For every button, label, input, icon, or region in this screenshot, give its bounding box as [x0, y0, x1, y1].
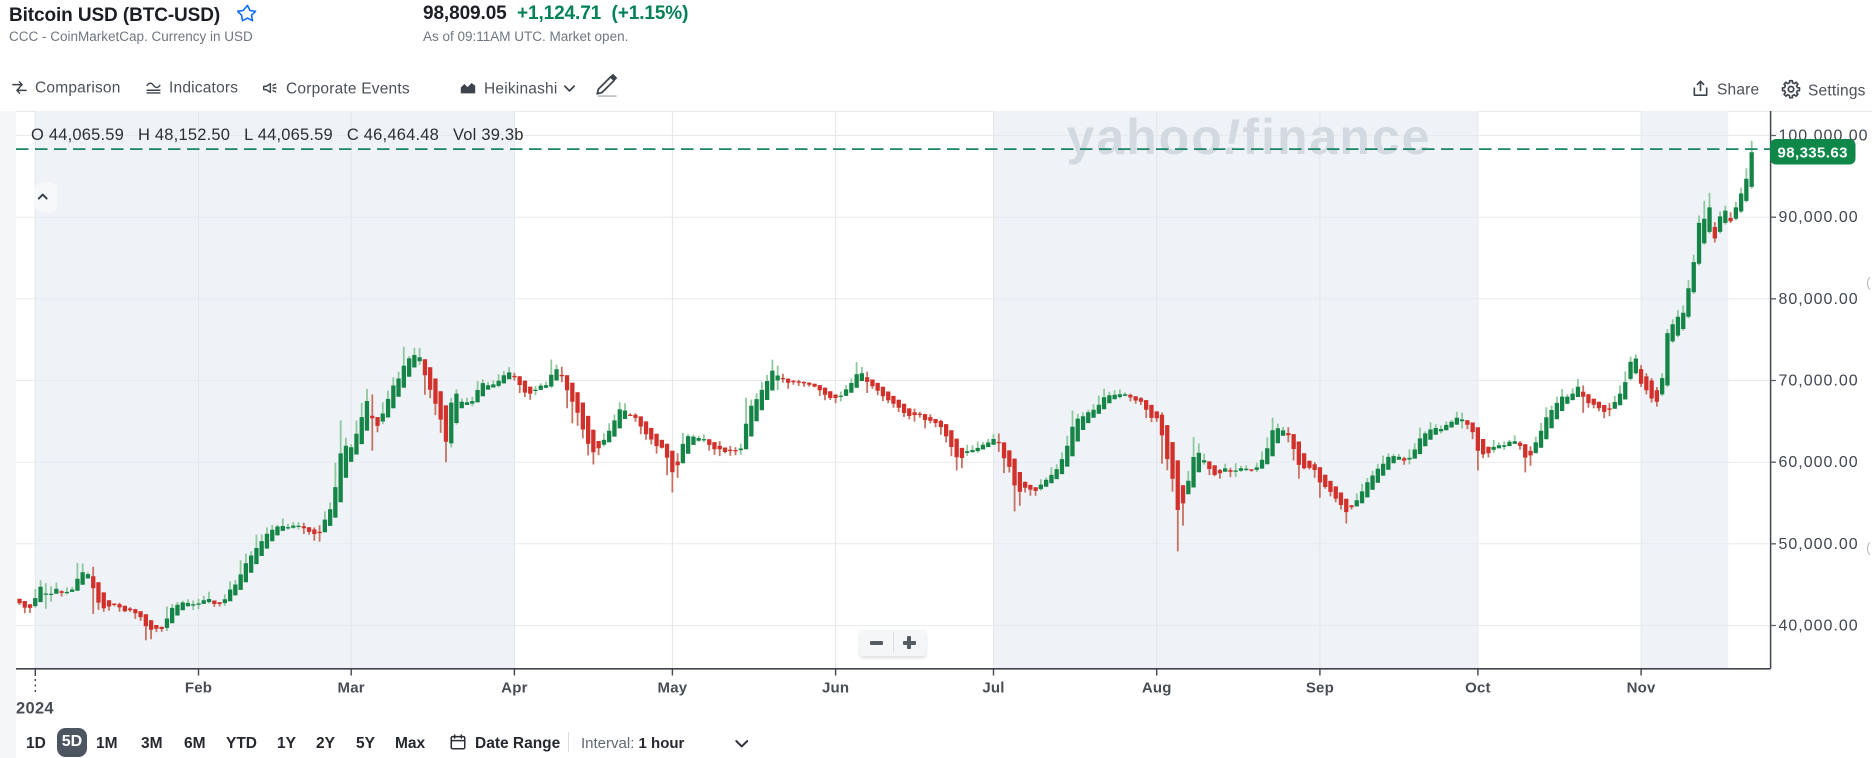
- svg-text:Nov: Nov: [1627, 680, 1656, 697]
- svg-text:98,335.63: 98,335.63: [1778, 144, 1848, 161]
- svg-text:50,000.00: 50,000.00: [1779, 536, 1859, 553]
- svg-text:Sep: Sep: [1306, 680, 1334, 697]
- svg-text:Feb: Feb: [185, 680, 212, 697]
- svg-text:(: (: [1866, 539, 1871, 555]
- svg-text:70,000.00: 70,000.00: [1779, 373, 1859, 390]
- svg-text:2024: 2024: [16, 700, 54, 718]
- svg-text:Apr: Apr: [501, 680, 527, 697]
- svg-text:Jul: Jul: [982, 680, 1004, 697]
- svg-text:Aug: Aug: [1142, 680, 1172, 697]
- svg-text:60,000.00: 60,000.00: [1779, 454, 1859, 471]
- svg-text:90,000.00: 90,000.00: [1779, 209, 1859, 226]
- svg-text:May: May: [658, 680, 688, 697]
- svg-text:Jun: Jun: [822, 680, 849, 697]
- svg-text:(: (: [1866, 274, 1871, 290]
- svg-text:40,000.00: 40,000.00: [1779, 618, 1859, 635]
- svg-text:yahoo!finance: yahoo!finance: [1067, 109, 1432, 165]
- svg-text:Oct: Oct: [1465, 680, 1491, 697]
- svg-text:80,000.00: 80,000.00: [1779, 291, 1859, 308]
- svg-text:Mar: Mar: [338, 680, 365, 697]
